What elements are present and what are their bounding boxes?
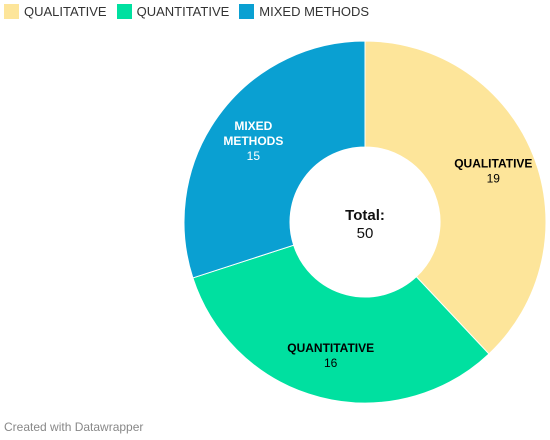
chart-legend: QUALITATIVE QUANTITATIVE MIXED METHODS bbox=[4, 4, 369, 19]
legend-swatch-qualitative bbox=[4, 4, 19, 19]
center-total-label: Total: bbox=[345, 207, 385, 224]
slice-value-mixed-methods: 15 bbox=[247, 149, 261, 163]
donut-slice-qualitative bbox=[364, 40, 547, 355]
legend-item-qualitative: QUALITATIVE bbox=[4, 4, 107, 19]
legend-item-quantitative: QUANTITATIVE bbox=[116, 4, 230, 19]
donut-slices bbox=[183, 40, 547, 404]
legend-label-qualitative: QUALITATIVE bbox=[24, 4, 107, 19]
slice-value-qualitative: 19 bbox=[487, 172, 501, 186]
slice-label-mixed-methods: METHODS bbox=[223, 134, 283, 148]
donut-slice-quantitative bbox=[192, 244, 490, 404]
legend-label-quantitative: QUANTITATIVE bbox=[136, 4, 230, 19]
footer-credit: Created with Datawrapper bbox=[4, 420, 144, 434]
legend-swatch-quantitative bbox=[116, 4, 132, 19]
donut-slice-mixed-methods bbox=[183, 40, 366, 279]
legend-item-mixed-methods: MIXED METHODS bbox=[239, 4, 369, 19]
slice-label-qualitative: QUALITATIVE bbox=[454, 157, 532, 171]
slice-value-quantitative: 16 bbox=[324, 356, 338, 370]
slice-label-quantitative: QUANTITATIVE bbox=[287, 341, 374, 355]
legend-label-mixed-methods: MIXED METHODS bbox=[259, 4, 370, 19]
slice-label-mixed-methods: MIXED bbox=[234, 119, 272, 133]
legend-swatch-mixed-methods bbox=[239, 4, 255, 19]
center-total-value: 50 bbox=[357, 225, 374, 242]
